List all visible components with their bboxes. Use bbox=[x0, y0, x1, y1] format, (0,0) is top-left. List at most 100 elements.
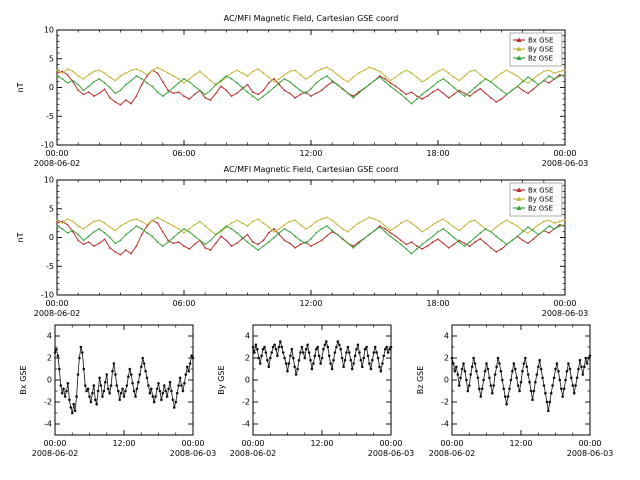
series-bz-marker bbox=[183, 78, 185, 80]
series-bz-marker bbox=[564, 223, 566, 226]
series-bx-marker bbox=[66, 382, 70, 385]
series-by-marker bbox=[98, 69, 101, 72]
series-bx-marker bbox=[53, 351, 57, 354]
series-by-marker bbox=[303, 356, 307, 360]
x-tick-label: 00:00 bbox=[45, 149, 68, 158]
series-bx-marker bbox=[73, 409, 77, 413]
series-by-marker bbox=[93, 220, 95, 223]
series-bz-marker bbox=[426, 239, 429, 242]
series-bz-marker bbox=[288, 230, 291, 233]
series-bx-marker bbox=[453, 243, 455, 246]
series-bx-marker bbox=[141, 356, 144, 360]
series-by-marker bbox=[453, 76, 455, 78]
series-bx-marker bbox=[72, 402, 75, 406]
series-bz-marker bbox=[544, 391, 547, 395]
series-bz-marker bbox=[527, 226, 529, 228]
series-bx-marker bbox=[115, 384, 119, 387]
x-date-label: 2008-06-03 bbox=[567, 449, 614, 458]
series-bx-marker bbox=[75, 395, 78, 398]
series-bx-marker bbox=[405, 243, 408, 246]
series-by-marker bbox=[257, 356, 261, 360]
series-by-marker bbox=[415, 226, 418, 228]
series-bz-marker bbox=[72, 229, 74, 232]
series-bx-marker bbox=[106, 387, 110, 391]
series-bx-marker bbox=[114, 251, 117, 253]
series-by-marker bbox=[340, 356, 344, 360]
series-bz-marker bbox=[518, 389, 521, 393]
series-bx-marker bbox=[140, 365, 143, 369]
series-bx-marker bbox=[103, 88, 106, 91]
series-by-marker bbox=[323, 343, 327, 347]
legend-marker bbox=[516, 187, 522, 192]
series-by-marker bbox=[386, 351, 390, 354]
legend-marker bbox=[516, 55, 522, 60]
series-bz-marker bbox=[288, 80, 291, 83]
series-by-marker bbox=[558, 220, 561, 223]
series-by-marker bbox=[304, 347, 308, 351]
series-by-marker bbox=[373, 345, 377, 349]
series-bz-marker bbox=[516, 235, 519, 238]
series-bz-marker bbox=[512, 362, 516, 365]
series-by-marker bbox=[188, 78, 191, 80]
series-by-marker bbox=[336, 340, 340, 343]
series-bx-marker bbox=[135, 95, 138, 97]
series-bx-marker bbox=[453, 93, 455, 96]
series-by-marker bbox=[263, 345, 266, 349]
series-by-marker bbox=[357, 222, 360, 224]
series-by-marker bbox=[368, 216, 371, 219]
series-bz-marker bbox=[545, 400, 549, 404]
series-bz-marker bbox=[482, 378, 485, 382]
series-bz-marker bbox=[501, 378, 504, 382]
series-bx-marker bbox=[174, 400, 178, 404]
series-bz-marker bbox=[555, 362, 559, 365]
series-bx-marker bbox=[267, 82, 270, 84]
series-bx-marker bbox=[262, 89, 265, 92]
series-by-marker bbox=[371, 358, 374, 362]
series-bz-marker bbox=[140, 228, 143, 230]
series-by-marker bbox=[273, 230, 275, 233]
series-bz-marker bbox=[558, 225, 561, 227]
series-bx-marker bbox=[294, 97, 296, 99]
series-bz-marker bbox=[204, 93, 207, 96]
series-bx-marker bbox=[81, 351, 84, 354]
series-by-marker bbox=[338, 343, 341, 347]
series-bx-marker bbox=[426, 245, 429, 247]
series-bz-marker bbox=[82, 89, 85, 92]
series-bx-marker bbox=[93, 245, 95, 247]
series-bx-marker bbox=[129, 373, 133, 376]
series-bz-marker bbox=[548, 75, 550, 77]
series-bz-marker bbox=[491, 391, 494, 395]
series-bx-marker bbox=[152, 400, 156, 404]
series-bz-marker bbox=[468, 241, 471, 243]
series-bz-marker bbox=[140, 78, 143, 80]
y-tick-label: 5 bbox=[49, 54, 54, 63]
series-bx-marker bbox=[220, 85, 222, 88]
series-bz-marker bbox=[500, 89, 503, 92]
series-by-marker bbox=[290, 347, 294, 351]
x-date-label: 2008-06-02 bbox=[34, 309, 81, 318]
series-bz-marker bbox=[336, 233, 339, 236]
series-bx-marker bbox=[98, 242, 101, 245]
series-bz-marker bbox=[363, 237, 365, 240]
series-bx-marker bbox=[188, 98, 191, 100]
series-by-marker bbox=[468, 220, 471, 223]
series-bx-marker bbox=[124, 99, 127, 101]
series-bz-marker bbox=[304, 242, 307, 245]
series-by-marker bbox=[289, 354, 292, 358]
x-tick-label: 12:00 bbox=[310, 439, 333, 448]
series-bz-marker bbox=[103, 232, 106, 234]
series-bx-marker bbox=[131, 382, 134, 385]
series-bz-marker bbox=[537, 233, 540, 236]
series-bz-marker bbox=[415, 248, 418, 250]
series-by-marker bbox=[271, 345, 275, 349]
series-bx-marker bbox=[87, 241, 90, 243]
series-bx-marker bbox=[121, 387, 124, 391]
series-bz-marker bbox=[109, 236, 111, 239]
series-bz-marker bbox=[542, 229, 545, 232]
series-bz-marker bbox=[378, 226, 381, 228]
series-bz-marker bbox=[535, 373, 539, 376]
series-by-marker bbox=[363, 69, 365, 72]
series-by-marker bbox=[378, 220, 381, 223]
series-bz-marker bbox=[66, 82, 69, 84]
